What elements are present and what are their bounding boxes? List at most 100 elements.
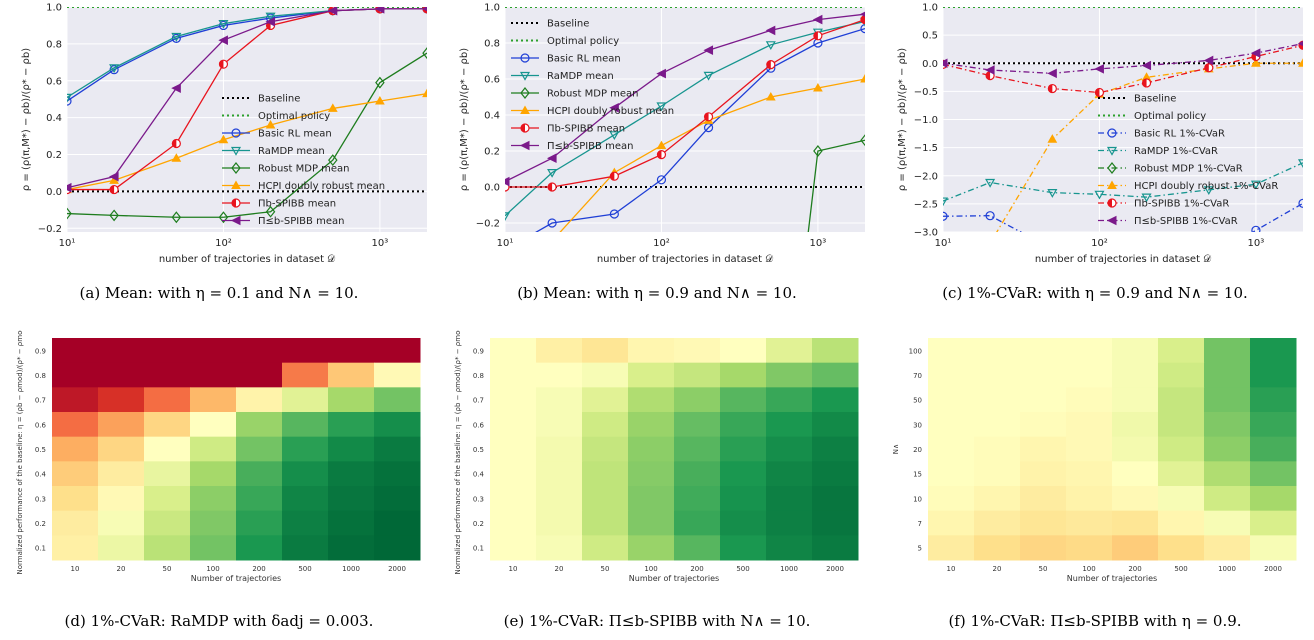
heatmap-cell	[536, 387, 583, 413]
y-tick-label: 0.4	[473, 471, 485, 479]
legend-label: RaMDP mean	[258, 146, 325, 157]
x-tick-label: 10	[947, 565, 956, 573]
heatmap-cell	[236, 461, 283, 487]
legend-marker	[520, 87, 530, 99]
data-point	[1047, 83, 1057, 94]
heatmap-cell	[1112, 436, 1159, 462]
heatmap-cell	[236, 486, 283, 512]
series-7	[943, 41, 1303, 79]
heatmap-cell	[720, 486, 767, 512]
legend-label: RaMDP 1%-CVaR	[1134, 146, 1218, 157]
heatmap-cell	[328, 338, 375, 364]
heatmap-cell	[490, 362, 537, 388]
y-tick-label: 100	[909, 347, 922, 355]
y-tick-label: 15	[913, 471, 922, 479]
legend-marker	[1106, 146, 1118, 156]
heatmap-cell	[144, 338, 191, 364]
heatmap-cell	[144, 412, 191, 438]
x-tick-label: 10³	[1248, 238, 1265, 249]
heatmap-cell	[282, 387, 329, 413]
heatmap-e: 0.9 0.8 0.7 0.6 0.5 0.4 0.3 0.2 0.1 10 20 50 100 200 5…	[454, 323, 859, 583]
heatmap-cell	[190, 461, 237, 487]
heatmap-cell	[1112, 387, 1159, 413]
heatmap-cell	[766, 362, 813, 388]
heatmap-cell	[628, 461, 675, 487]
heatmap-cell	[1204, 436, 1251, 462]
data-point	[218, 59, 229, 69]
heatmap-cell	[928, 412, 975, 438]
heatmap-cell	[328, 510, 375, 536]
heatmap-cell	[328, 486, 375, 512]
x-tick-label: 10	[509, 565, 518, 573]
legend-item: Π≤b-SPIBB mean	[222, 215, 344, 227]
heatmap-cell	[374, 436, 421, 462]
data-point	[67, 93, 73, 103]
heatmap-cell	[1250, 486, 1297, 512]
series-group	[505, 7, 865, 232]
heatmap-cell	[190, 510, 237, 536]
x-tick-label: 20	[117, 565, 126, 573]
legend-item: Πb-SPIBB mean	[222, 198, 336, 210]
legend-label: Optimal policy	[1134, 111, 1206, 122]
heatmap-cell	[1112, 338, 1159, 364]
data-point	[171, 32, 182, 42]
heatmap-cell	[536, 362, 583, 388]
heatmap-cell	[628, 486, 675, 512]
heatmap-cell	[374, 486, 421, 512]
heatmap-cell	[536, 412, 583, 438]
heatmap-cell	[1112, 535, 1159, 561]
data-point	[1203, 55, 1214, 66]
data-point	[265, 205, 276, 218]
heatmap-cell	[1066, 412, 1113, 438]
series-line	[807, 139, 865, 232]
x-tick-label: 2000	[1264, 565, 1282, 573]
data-point	[108, 171, 119, 182]
legend-label: RaMDP mean	[547, 71, 614, 82]
series-line	[505, 13, 865, 183]
x-tick-label: 500	[298, 565, 311, 573]
heatmap-panel-d: 0.9 0.8 0.7 0.6 0.5 0.4 0.3 0.2 0.1 10 20 50 100 200 5…	[0, 323, 438, 640]
x-tick-label: 2000	[826, 565, 844, 573]
heatmap-cell	[582, 338, 629, 364]
x-tick-label: 50	[601, 565, 610, 573]
data-point	[943, 58, 948, 69]
legend-label: Π≤b-SPIBB 1%-CVaR	[1134, 216, 1238, 227]
heatmap-cell	[812, 486, 859, 512]
data-point	[218, 35, 228, 46]
heatmap-cell	[928, 510, 975, 536]
data-point	[1048, 245, 1056, 253]
heatmap-cell	[928, 362, 975, 388]
legend-item: Basic RL mean	[222, 128, 332, 140]
heatmap-cell	[1204, 387, 1251, 413]
heatmap-cell	[1158, 412, 1205, 438]
y-axis-label: ρ = (ρ(π,M*) − ρb)/(ρ* − ρb)	[459, 48, 470, 191]
heatmap-d: 0.9 0.8 0.7 0.6 0.5 0.4 0.3 0.2 0.1 10 20 50 100 200 5…	[16, 323, 421, 583]
series-line	[67, 52, 427, 218]
heatmap-cell	[52, 486, 99, 512]
heatmap-cell	[674, 486, 721, 512]
y-tick-label: 0.9	[473, 347, 484, 355]
heatmap-cell	[974, 461, 1021, 487]
data-point	[1094, 190, 1105, 200]
heatmap-cell	[674, 387, 721, 413]
data-point	[703, 71, 714, 81]
data-point	[547, 182, 557, 192]
data-point	[1298, 198, 1303, 208]
legend-marker	[1107, 162, 1117, 174]
heatmap-cell	[766, 436, 813, 462]
x-tick-label: 500	[1174, 565, 1187, 573]
y-tick-label: −2.5	[914, 199, 938, 210]
series-line	[996, 62, 1303, 232]
data-point	[265, 12, 276, 22]
y-tick-label: −3.0	[914, 228, 938, 239]
x-tick-label: 50	[1039, 565, 1048, 573]
x-tick-label: 100	[206, 565, 219, 573]
data-point	[374, 7, 385, 14]
legend-label: Robust MDP mean	[258, 164, 350, 175]
heatmap-cell	[536, 510, 583, 536]
heatmap-f: 100 70 50 30 20 15 10 7 5 10 20 50 100 200 500 1000 2000…	[892, 338, 1297, 583]
y-tick-label: 0.3	[473, 495, 484, 503]
y-tick-label: −0.2	[38, 224, 62, 235]
legend-item: Πb-SPIBB mean	[511, 123, 625, 135]
x-tick-label: 1000	[1218, 565, 1236, 573]
